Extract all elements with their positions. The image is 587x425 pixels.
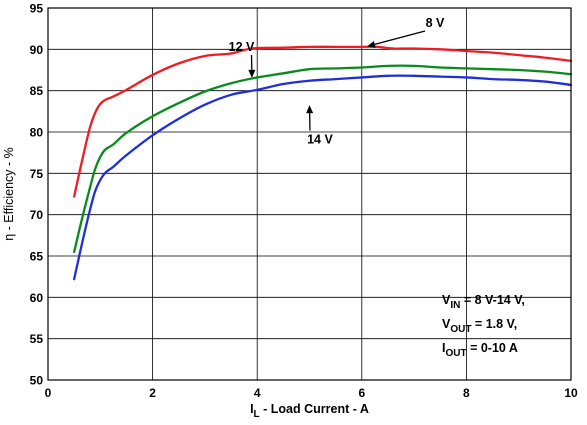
y-tick-label: 95 bbox=[30, 2, 44, 16]
y-tick-label: 90 bbox=[30, 43, 44, 57]
tick-labels: 0 2 4 6 8 10 50 55 60 65 70 75 80 85 90 95 bbox=[30, 2, 578, 401]
condition-iout-subscript: OUT bbox=[445, 348, 466, 359]
x-axis-title: IL - Load Current - A bbox=[250, 402, 369, 420]
condition-vin-rest: = 8 V-14 V, bbox=[460, 293, 525, 307]
y-axis-title: η - Efficiency - % bbox=[2, 147, 16, 241]
series-lines bbox=[73, 45, 573, 281]
series-label-12v: 12 V bbox=[229, 40, 255, 54]
y-tick-label: 55 bbox=[30, 332, 44, 346]
y-tick-label: 85 bbox=[30, 84, 44, 98]
callout-arrowhead bbox=[306, 105, 314, 114]
x-tick-label: 6 bbox=[358, 386, 365, 400]
x-tick-label: 0 bbox=[45, 386, 52, 400]
y-tick-label: 70 bbox=[30, 208, 44, 222]
condition-iout-main: I bbox=[442, 341, 445, 355]
series-callouts: 8 V 12 V 14 V bbox=[229, 16, 445, 147]
condition-iout: IOUT = 0-10 A bbox=[442, 341, 518, 359]
condition-vin-subscript: IN bbox=[450, 300, 460, 311]
condition-vout: VOUT = 1.8 V, bbox=[442, 317, 517, 335]
callout-arrow-line bbox=[374, 30, 426, 46]
condition-vout-subscript: OUT bbox=[450, 324, 471, 335]
operating-conditions: VIN = 8 V-14 V, VOUT = 1.8 V, IOUT = 0-1… bbox=[442, 293, 525, 359]
series-line-12v bbox=[73, 64, 573, 254]
x-tick-label: 8 bbox=[463, 386, 470, 400]
x-tick-label: 2 bbox=[149, 386, 156, 400]
callout-arrowhead bbox=[367, 41, 376, 48]
y-tick-label: 65 bbox=[30, 250, 44, 264]
x-axis-title-subscript: L bbox=[254, 409, 260, 420]
y-tick-label: 75 bbox=[30, 167, 44, 181]
plot-frame bbox=[47, 7, 572, 381]
x-tick-label: 10 bbox=[564, 386, 578, 400]
condition-vout-rest: = 1.8 V, bbox=[471, 317, 517, 331]
y-tick-label: 50 bbox=[30, 374, 44, 388]
x-axis-title-main: I bbox=[250, 402, 253, 416]
condition-vout-main: V bbox=[442, 317, 451, 331]
callout-arrowhead bbox=[248, 69, 256, 78]
series-label-14v: 14 V bbox=[307, 133, 333, 147]
y-tick-label: 80 bbox=[30, 126, 44, 140]
x-tick-label: 4 bbox=[254, 386, 261, 400]
y-tick-label: 60 bbox=[30, 291, 44, 305]
series-label-8v: 8 V bbox=[426, 16, 445, 30]
x-axis-title-rest: - Load Current - A bbox=[260, 402, 369, 416]
condition-iout-rest: = 0-10 A bbox=[467, 341, 518, 355]
condition-vin: VIN = 8 V-14 V, bbox=[442, 293, 525, 311]
series-line-14v bbox=[73, 74, 573, 281]
condition-vin-main: V bbox=[442, 293, 451, 307]
series-line-8v bbox=[73, 45, 573, 198]
